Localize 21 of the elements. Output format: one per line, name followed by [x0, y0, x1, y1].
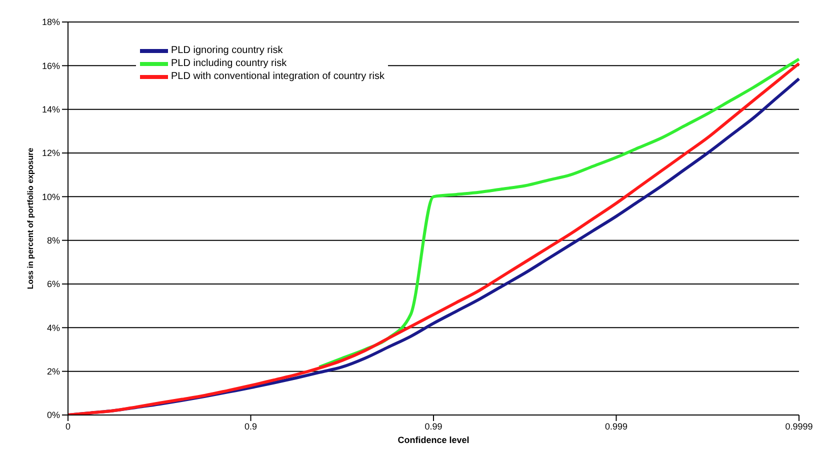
- line-series: [318, 58, 800, 368]
- y-tick-label: 8%: [46, 236, 60, 246]
- legend-label: PLD ignoring country risk: [171, 44, 283, 57]
- x-tick-label: 0.9999: [785, 421, 813, 432]
- y-tick-label: 16%: [42, 60, 60, 71]
- y-tick-label: 4%: [46, 322, 60, 333]
- y-tick-label: 10%: [42, 192, 60, 202]
- x-tick-label: 0.9: [244, 421, 258, 432]
- y-tick-label: 0%: [46, 410, 60, 420]
- y-tick-label: 18%: [42, 17, 60, 28]
- x-tick-label: 0.99: [424, 421, 442, 432]
- y-tick-label: 14%: [42, 104, 60, 115]
- legend-label: PLD with conventional integration of country risk: [171, 70, 384, 83]
- x-tick-label: 0: [65, 421, 71, 432]
- y-tick-label: 12%: [42, 148, 60, 158]
- x-tick-label: 0.999: [604, 421, 628, 432]
- x-axis-title: Confidence level: [398, 435, 470, 445]
- y-axis-title: Loss in percent of portfolio exposure: [26, 147, 35, 290]
- y-tick-label: 6%: [46, 279, 60, 290]
- y-tick-label: 2%: [46, 366, 60, 377]
- legend-label: PLD including country risk: [171, 57, 287, 70]
